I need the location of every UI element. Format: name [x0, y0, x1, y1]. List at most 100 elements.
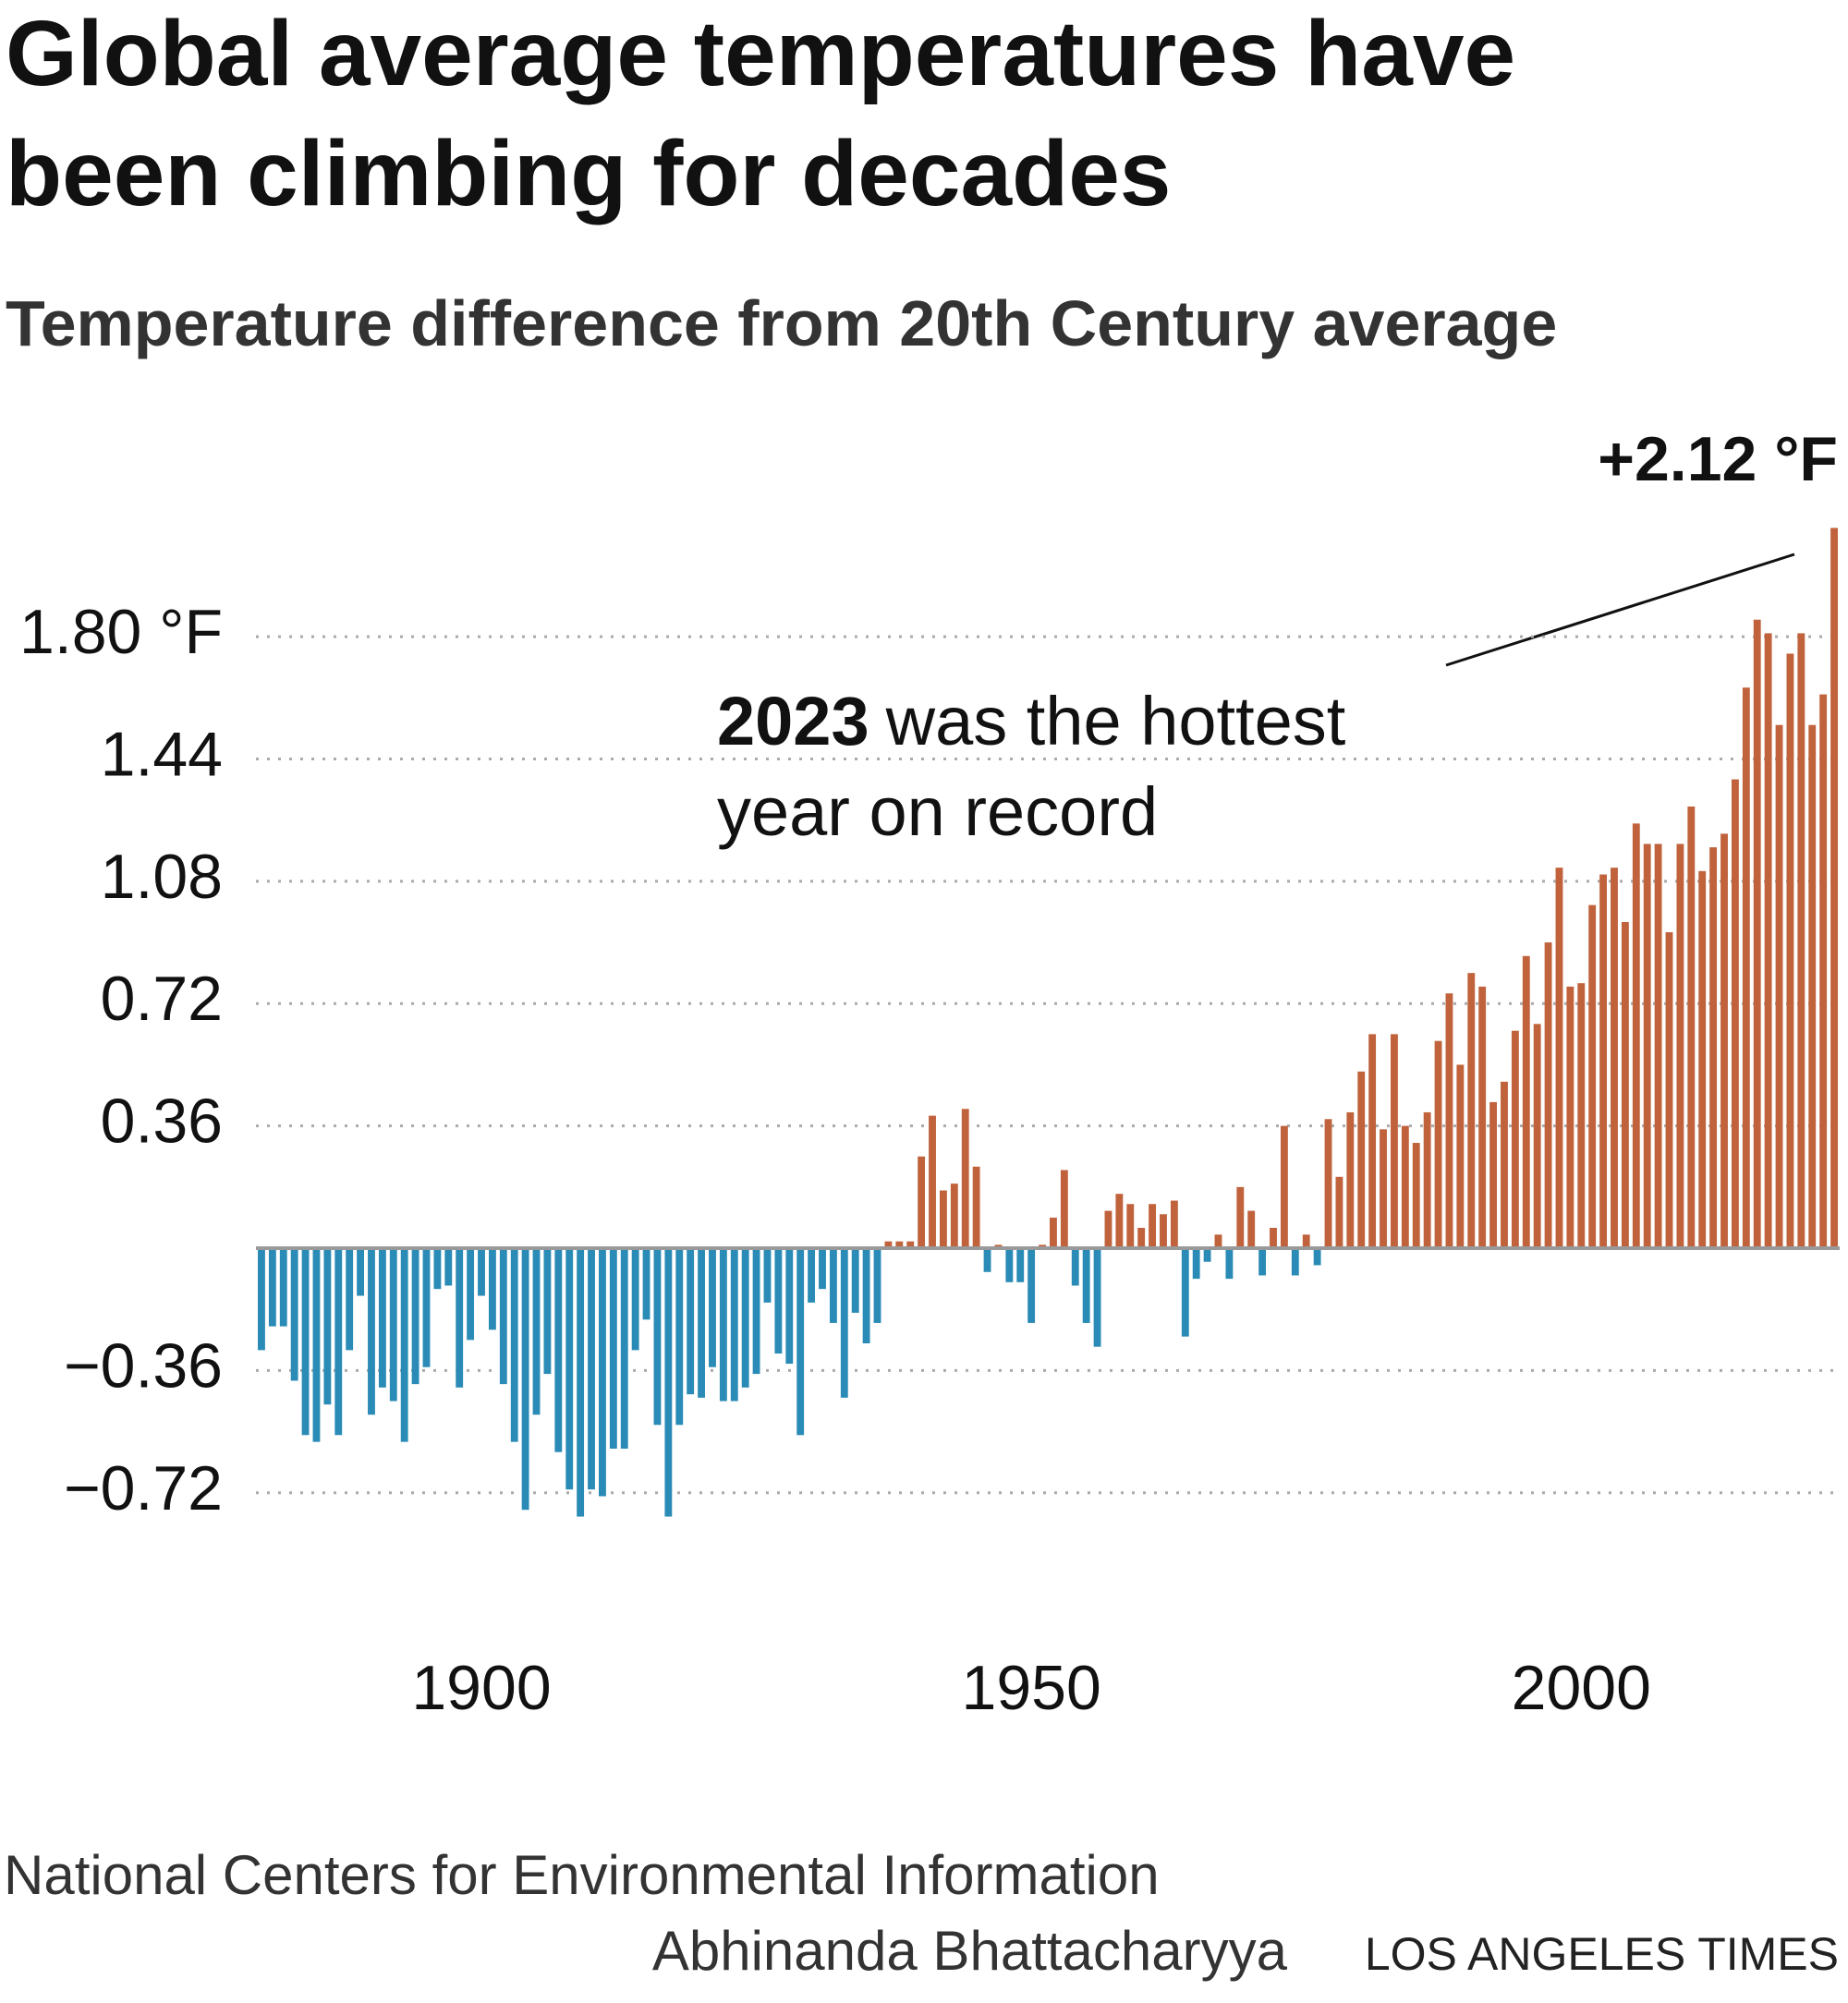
bar	[1797, 633, 1805, 1249]
bar	[1665, 932, 1673, 1249]
bar	[1731, 779, 1739, 1249]
bar	[950, 1184, 958, 1249]
bar	[323, 1248, 332, 1405]
bar	[301, 1248, 310, 1436]
bar	[1126, 1204, 1135, 1249]
bar	[1533, 1024, 1541, 1249]
bar	[653, 1248, 662, 1426]
bar	[906, 1241, 915, 1249]
bar	[829, 1248, 837, 1323]
bar	[1511, 1030, 1519, 1249]
bar	[709, 1248, 716, 1367]
bar	[478, 1248, 485, 1296]
bar	[1830, 528, 1838, 1249]
bar	[378, 1248, 386, 1388]
bar	[290, 1248, 298, 1381]
x-tick-label: 2000	[1512, 1653, 1651, 1723]
bar	[1501, 1081, 1508, 1249]
bar	[1050, 1217, 1057, 1249]
bar	[444, 1248, 453, 1286]
bar	[1555, 868, 1563, 1249]
annotation-text: year on record	[717, 773, 1158, 850]
value-label: +2.12 °F	[1598, 424, 1838, 494]
bar	[1247, 1210, 1256, 1249]
bar	[1478, 986, 1487, 1249]
bar	[258, 1248, 265, 1351]
bar	[1236, 1186, 1245, 1249]
bar	[1225, 1248, 1234, 1280]
bar	[895, 1241, 904, 1249]
bar	[862, 1248, 870, 1343]
y-tick-label: 0.36	[101, 1086, 223, 1157]
bar	[1522, 955, 1530, 1249]
bar	[1104, 1210, 1112, 1249]
bar	[819, 1248, 826, 1290]
bar	[698, 1248, 705, 1398]
bar	[543, 1248, 552, 1375]
bar	[1391, 1034, 1398, 1249]
bar	[1115, 1194, 1124, 1249]
annotation-bold: 2023	[717, 683, 869, 759]
bar	[1082, 1248, 1090, 1323]
bar	[510, 1248, 518, 1442]
bar	[687, 1248, 695, 1395]
chart-title: Global average temperatures have	[6, 2, 1515, 105]
bar	[631, 1248, 639, 1351]
bar	[1412, 1143, 1420, 1249]
bar	[1698, 870, 1707, 1249]
bar	[1742, 687, 1750, 1249]
x-tick-label: 1900	[411, 1653, 551, 1723]
bar	[1577, 983, 1586, 1249]
bar	[620, 1248, 628, 1449]
bar	[873, 1248, 881, 1323]
credit: Abhinanda Bhattacharyya	[652, 1920, 1288, 1982]
bar	[1324, 1119, 1332, 1249]
bar	[1456, 1064, 1465, 1249]
bar	[1566, 986, 1574, 1249]
bar	[588, 1248, 595, 1490]
bar	[1258, 1248, 1267, 1276]
bar	[609, 1248, 617, 1449]
bar	[1489, 1101, 1497, 1249]
bar	[840, 1248, 848, 1398]
bar	[1291, 1248, 1299, 1276]
annotation-leader	[1445, 552, 1795, 667]
bar	[456, 1248, 464, 1388]
bar	[1280, 1125, 1288, 1249]
bar	[389, 1248, 397, 1402]
bar	[1599, 874, 1608, 1249]
bar	[433, 1248, 442, 1290]
bar	[411, 1248, 419, 1385]
bar	[1632, 823, 1640, 1249]
bar	[565, 1248, 574, 1490]
bar	[1302, 1234, 1310, 1249]
bar	[918, 1156, 926, 1249]
bar	[1016, 1248, 1025, 1282]
bar	[499, 1248, 507, 1385]
bar	[763, 1248, 772, 1303]
bar	[521, 1248, 529, 1511]
bar	[400, 1248, 408, 1442]
y-tick-label: 1.80 °F	[19, 597, 223, 667]
bar	[1775, 724, 1783, 1249]
bar	[796, 1248, 805, 1436]
bar	[929, 1115, 936, 1249]
bar	[1611, 868, 1618, 1249]
bar	[1434, 1040, 1442, 1249]
bar	[1676, 844, 1684, 1249]
bar	[752, 1248, 760, 1375]
bar	[741, 1248, 749, 1388]
bar	[1203, 1248, 1211, 1262]
bar	[467, 1248, 475, 1341]
bar	[1544, 942, 1552, 1249]
bar	[1335, 1176, 1343, 1249]
bar	[357, 1248, 365, 1296]
bar	[1401, 1125, 1409, 1249]
bar	[1313, 1248, 1321, 1266]
bar	[642, 1248, 650, 1320]
bar	[1423, 1111, 1431, 1249]
bar	[961, 1109, 969, 1249]
bar	[719, 1248, 727, 1402]
bar	[1357, 1071, 1366, 1249]
